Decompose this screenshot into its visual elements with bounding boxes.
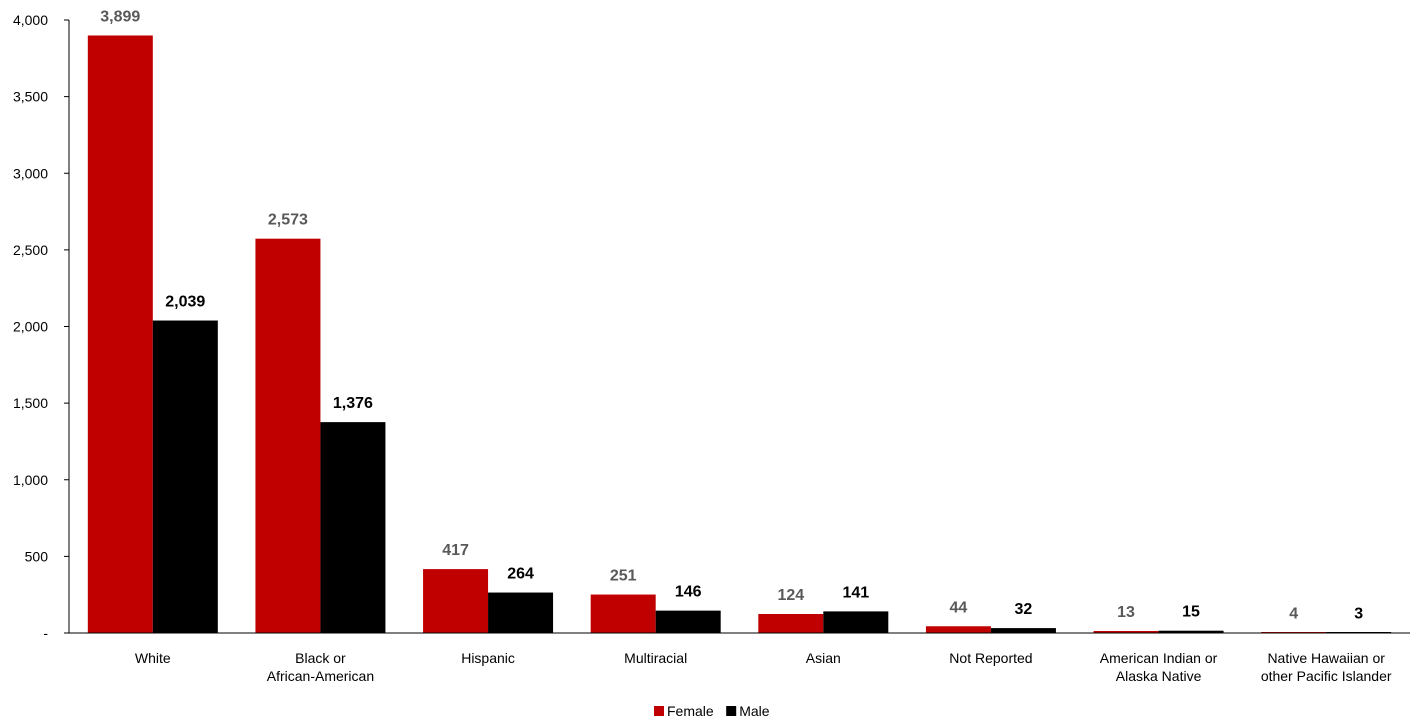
x-axis: White Black or African-American Hispanic Mul… [69,632,1410,684]
y-tick-label: 3,500 [13,89,48,105]
data-label-female: 4 [1289,605,1298,622]
bar-male [1158,630,1224,633]
bar-female [925,626,991,633]
data-label-male: 141 [842,584,869,601]
legend-label-female: Female [667,703,714,719]
data-label-male: 264 [507,566,534,583]
y-tick-label: 1,500 [13,395,48,411]
legend-label-male: Male [739,703,770,719]
y-tick-label: 3,000 [13,165,48,181]
data-label-female: 13 [1117,604,1135,621]
legend-swatch-male [726,706,737,716]
bar-male [655,610,721,633]
bars [87,35,1392,633]
y-tick-label: 4,000 [13,12,48,28]
legend: Female Male [654,703,770,719]
bar-female [87,35,153,633]
x-category-label: White [135,650,171,666]
y-tick-label: 2,000 [13,319,48,335]
x-category-label: Not Reported [949,650,1032,666]
y-tick-label: - [43,625,48,641]
data-label-male: 2,039 [165,294,205,311]
bar-female [255,238,321,633]
x-category-label: American Indian or Alaska Native [1100,650,1218,684]
x-category-label: Hispanic [461,650,515,666]
bar-male [152,320,218,633]
data-label-female: 251 [610,568,637,585]
bar-female [1093,631,1159,633]
data-label-female: 2,573 [268,212,308,229]
bar-female [423,569,489,633]
y-tick-label: 2,500 [13,242,48,258]
data-label-male: 146 [675,584,702,601]
x-category-label: Black or African-American [267,650,374,684]
y-tick-label: 500 [25,548,49,564]
data-label-female: 3,899 [100,8,140,25]
y-axis: - 500 1,000 1,500 2,000 2,500 3,000 3,500 4,000 [13,12,70,641]
bar-female [590,594,656,633]
data-label-male: 3 [1354,606,1363,623]
bar-male [488,592,554,633]
y-tick-label: 1,000 [13,472,48,488]
x-category-label: Multiracial [624,650,687,666]
data-label-female: 124 [777,587,804,604]
data-label-female: 417 [442,542,469,559]
bar-male [990,628,1056,633]
bar-male [320,422,386,633]
bar-male [823,611,889,633]
legend-swatch-female [654,706,664,716]
data-label-male: 15 [1182,604,1200,621]
x-category-label: Asian [806,650,841,666]
x-category-label: Native Hawaiian or other Pacific Islander [1261,650,1392,684]
data-label-male: 1,376 [333,395,373,412]
bar-female [758,613,824,633]
data-label-female: 44 [950,599,968,616]
data-label-male: 32 [1015,601,1033,618]
